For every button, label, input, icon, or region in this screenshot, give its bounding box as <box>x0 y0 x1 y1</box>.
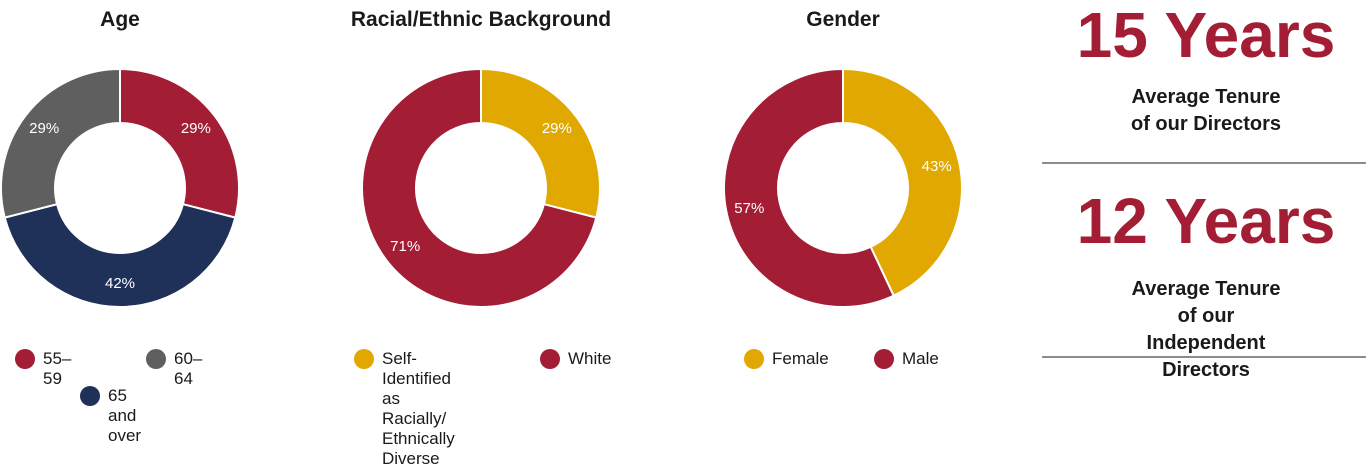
donut-slice <box>842 67 963 298</box>
slice-value-label: 42% <box>105 275 135 292</box>
legend-item-male: Male <box>874 349 939 369</box>
legend-item-60-64: 60–64 <box>146 349 202 389</box>
racial-chart-title: Racial/Ethnic Background <box>350 8 612 31</box>
legend-item-female: Female <box>744 349 829 369</box>
age-donut-chart: 29% 42% 29% <box>0 67 240 308</box>
slice-value-label: 57% <box>734 200 764 217</box>
donut-slice <box>480 67 601 219</box>
legend-item-diverse: Self-Identified as Racially/ Ethnically … <box>354 349 455 469</box>
donut-slice <box>0 67 121 219</box>
racial-donut-chart: 29% 71% <box>361 67 601 308</box>
legend-item-65-and-over: 65 and over <box>80 386 141 446</box>
independent-tenure-value: 12 Years <box>1076 185 1336 257</box>
legend-swatch <box>80 386 100 406</box>
legend-item-55-59: 55–59 <box>15 349 71 389</box>
legend-label: 65 and over <box>108 386 142 445</box>
gender-donut-chart: 43% 57% <box>723 67 963 308</box>
legend-swatch <box>540 349 560 369</box>
slice-value-label: 29% <box>29 120 59 137</box>
slice-value-label: 29% <box>181 120 211 137</box>
legend-swatch <box>744 349 764 369</box>
directors-tenure-value: 15 Years <box>1076 0 1336 71</box>
independent-tenure-caption: Average Tenure of our Independent Direct… <box>1131 278 1281 381</box>
legend-swatch <box>146 349 166 369</box>
gender-chart-title: Gender <box>806 8 880 31</box>
legend-label: Self-Identified as Racially/ Ethnically … <box>382 349 455 468</box>
donut-slice <box>119 67 240 219</box>
legend-item-white: White <box>540 349 611 369</box>
legend-swatch <box>15 349 35 369</box>
legend-label: Male <box>902 349 939 368</box>
legend-label: 60–64 <box>174 349 203 388</box>
donut-slice <box>723 67 895 308</box>
stats-divider-bottom <box>1042 356 1366 358</box>
slice-value-label: 29% <box>542 120 572 137</box>
slice-value-label: 71% <box>390 238 420 255</box>
legend-label: 55–59 <box>43 349 72 388</box>
age-chart-title: Age <box>100 8 140 31</box>
slice-value-label: 43% <box>922 158 952 175</box>
donut-slice <box>361 67 598 308</box>
legend-swatch <box>354 349 374 369</box>
stats-divider <box>1042 162 1366 164</box>
legend-label: White <box>568 349 612 368</box>
legend-swatch <box>874 349 894 369</box>
donut-slice <box>3 202 237 308</box>
directors-tenure-caption: Average Tenure of our Directors <box>1130 86 1282 135</box>
legend-label: Female <box>772 349 829 368</box>
